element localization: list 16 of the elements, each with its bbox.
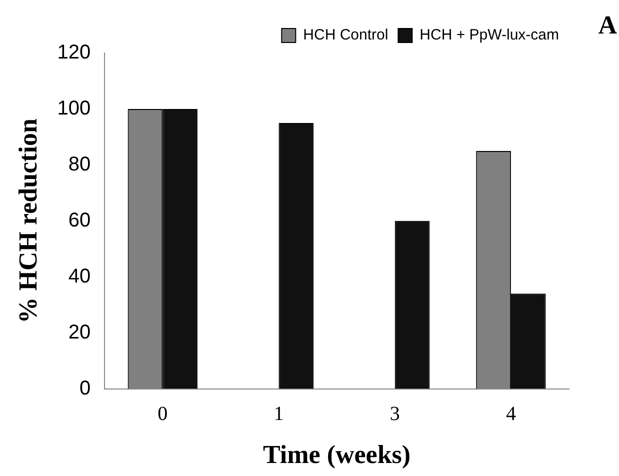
y-tick-label: 20 [68,321,91,344]
x-tick-label: 1 [274,403,284,426]
y-tick-label: 40 [68,265,91,288]
y-tick-label: 80 [68,153,91,176]
x-tick-label: 3 [390,403,400,426]
y-tick-label: 120 [57,42,91,64]
y-tick-label: 60 [68,209,91,232]
x-tick-label: 4 [506,403,516,426]
x-axis-title: Time (weeks) [263,440,411,470]
y-tick-label: 100 [57,97,91,120]
x-tick-label: 0 [158,403,168,426]
text: A [598,10,618,40]
y-tick-label: 0 [79,377,91,400]
y-axis-title: % HCH reduction [13,118,42,324]
legend-label: HCH Control [303,26,388,44]
legend-label: HCH + PpW-lux-cam [420,26,560,44]
